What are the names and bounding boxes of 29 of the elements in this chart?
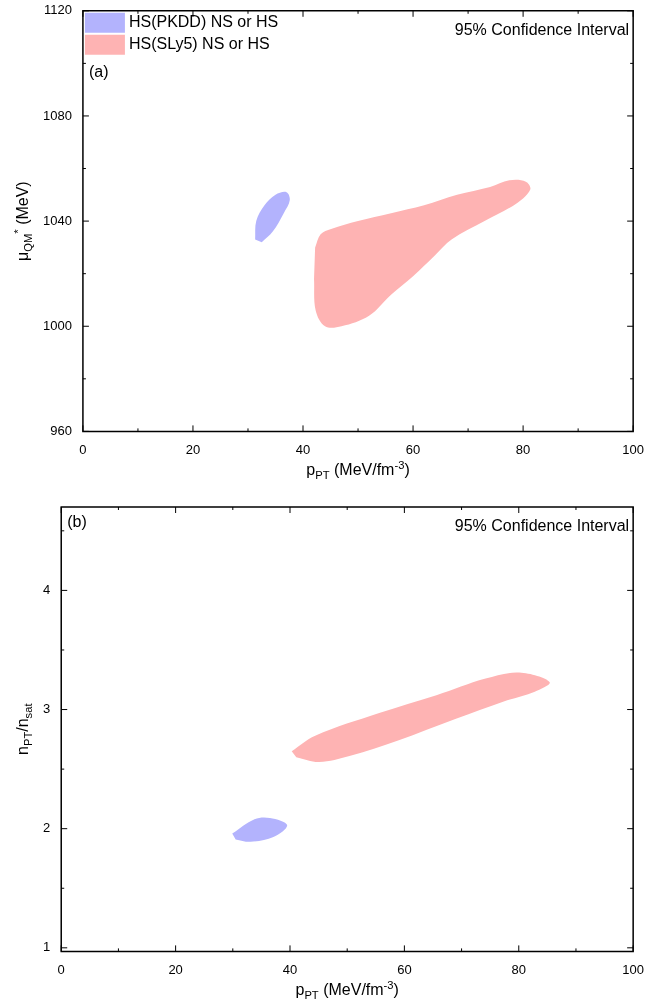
x-tick-label: 100: [622, 961, 645, 977]
annotation: 95% Confidence Interval: [454, 517, 630, 535]
x-tick-label: 0: [57, 961, 65, 977]
annotation: 95% Confidence Interval: [454, 21, 630, 39]
y-tick-label: 4: [43, 581, 51, 597]
x-tick-label: 60: [397, 961, 412, 977]
annotation: (a): [88, 63, 109, 81]
y-tick-label: 1000: [43, 317, 72, 333]
x-tick-label: 60: [405, 441, 421, 457]
y-axis-title: μQM* (MeV): [11, 181, 34, 261]
legend-label: HS(PKDD) NS or HS: [128, 13, 279, 31]
y-tick-label: 2: [43, 820, 51, 836]
x-tick-label: 40: [295, 441, 311, 457]
y-tick-label: 1: [43, 939, 51, 955]
legend-label: HS(SLy5) NS or HS: [128, 35, 270, 53]
x-tick-label: 40: [282, 961, 298, 977]
annotation: (b): [67, 513, 87, 531]
x-tick-label: 80: [515, 441, 531, 457]
x-tick-label: 100: [622, 441, 645, 457]
x-tick-label: 80: [511, 961, 526, 977]
y-tick-label: 1040: [43, 212, 72, 228]
y-tick-label: 960: [50, 422, 72, 438]
y-axis-title: nPT/nsat: [14, 702, 34, 755]
y-tick-label: 1120: [43, 2, 72, 18]
y-tick-label: 3: [43, 701, 51, 717]
x-tick-label: 20: [168, 961, 183, 977]
x-tick-label: 20: [185, 441, 201, 457]
x-tick-label: 0: [79, 441, 87, 457]
y-tick-label: 1080: [43, 107, 72, 123]
